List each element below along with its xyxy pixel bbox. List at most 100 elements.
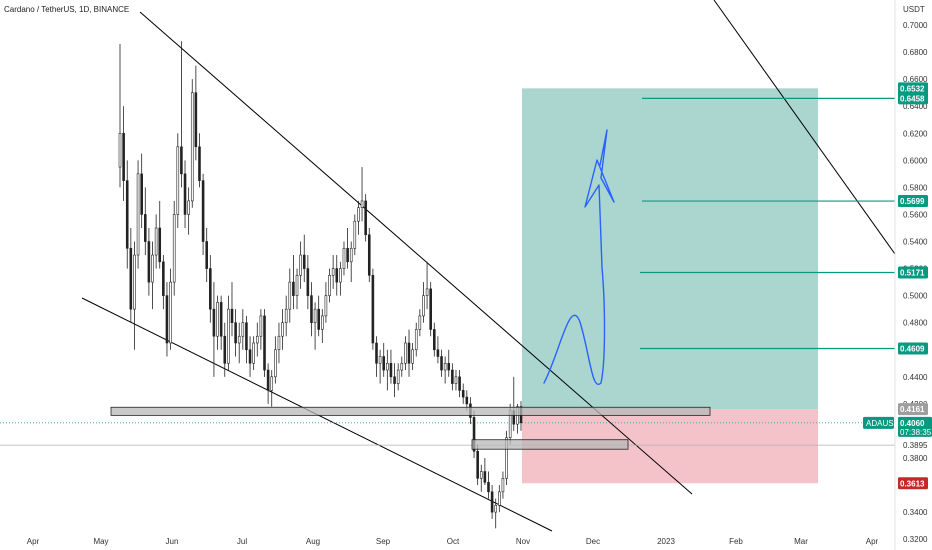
candle-body: [483, 471, 487, 483]
profit-target-zone[interactable]: [522, 88, 818, 410]
candle-body: [154, 227, 158, 256]
price-badge-text: 0.6532: [900, 84, 925, 93]
symbol-badge[interactable]: ADAUSDT: [863, 416, 904, 429]
candle-body: [414, 329, 418, 351]
candle-body: [389, 362, 393, 378]
candle: [367, 227, 371, 283]
candle: [154, 214, 158, 269]
candle-body: [172, 214, 176, 283]
candle: [349, 241, 353, 283]
right-trendline[interactable]: [713, 0, 896, 255]
candle-body: [274, 349, 277, 378]
candle: [487, 471, 490, 499]
candle-body: [418, 315, 422, 330]
candle-body: [386, 362, 389, 371]
candle: [205, 227, 208, 283]
candle-body: [353, 220, 357, 249]
candle: [386, 349, 389, 391]
candle-body: [317, 308, 320, 330]
candle-body: [201, 180, 205, 242]
price-tick: 0.6800: [903, 48, 928, 57]
candle-body: [360, 200, 364, 208]
candle-body: [252, 342, 255, 364]
time-tick: Apr: [27, 537, 40, 546]
candle-body: [472, 417, 476, 452]
price-tick: 0.3800: [903, 454, 928, 463]
candle-body: [165, 295, 169, 344]
candle-body: [183, 173, 187, 215]
candle-body: [125, 180, 129, 249]
candle: [472, 410, 476, 458]
candle-body: [266, 369, 270, 391]
price-badge-bg: [897, 439, 930, 452]
candle: [190, 79, 194, 208]
candle: [248, 336, 252, 377]
candle: [281, 309, 284, 350]
candle-body: [335, 268, 339, 283]
candle: [353, 214, 357, 256]
symbol-badge-bg: [863, 416, 894, 429]
candle-body: [259, 315, 263, 337]
candle-body: [190, 92, 194, 202]
time-tick: 2023: [657, 537, 675, 546]
candle: [245, 315, 248, 364]
candle: [151, 241, 154, 310]
candle: [451, 363, 454, 391]
candle-body: [364, 200, 367, 236]
candle-body: [129, 247, 133, 310]
candle: [425, 261, 429, 310]
candle-body: [158, 227, 162, 263]
time-tick: May: [93, 537, 108, 546]
candle-body: [454, 376, 458, 384]
price-tick: 0.5800: [903, 183, 928, 192]
candle-body: [227, 308, 230, 364]
price-badge-plain: 0.3895: [897, 439, 930, 452]
candle-body: [194, 92, 198, 148]
candle-body: [237, 335, 241, 344]
price-badge-bg: [898, 403, 928, 416]
time-tick: Aug: [306, 537, 320, 546]
candle: [198, 133, 201, 188]
candle-body: [422, 295, 425, 317]
time-tick: Apr: [866, 537, 879, 546]
candle: [378, 349, 382, 384]
candle: [331, 255, 335, 289]
price-badge-bg: [898, 266, 928, 279]
horizontal-lines: [0, 97, 895, 446]
price-tick: 0.4400: [903, 373, 928, 382]
candle: [194, 65, 198, 161]
price-tick: 0.5000: [903, 292, 928, 301]
candle-body: [245, 322, 248, 351]
price-badge-text: 0.5699: [900, 197, 925, 206]
chart-title: Cardano / TetherUS, 1D, BINANCE: [4, 5, 129, 14]
candle-body: [407, 342, 411, 364]
candle: [422, 282, 425, 323]
candle-body: [198, 146, 201, 181]
candle-body: [346, 247, 349, 263]
support-zone-upper[interactable]: [110, 406, 711, 416]
candle-body: [440, 356, 443, 371]
candle-body: [219, 302, 223, 337]
candle: [429, 282, 432, 337]
candle: [209, 255, 212, 323]
candle-body: [371, 275, 375, 344]
candle-body: [443, 362, 447, 371]
price-badge-entry: 0.4161: [898, 403, 928, 416]
projected-path-sketch[interactable]: [543, 129, 615, 386]
current-price-value: 0.4060: [900, 419, 925, 428]
support-zone-lower[interactable]: [471, 439, 629, 450]
candle: [328, 268, 331, 303]
candle: [223, 322, 227, 377]
candle-body: [284, 308, 288, 323]
candle: [295, 268, 299, 310]
price-badge-bg: [898, 342, 928, 355]
candle-body: [234, 322, 237, 344]
candle-body: [461, 390, 465, 398]
candle: [440, 349, 443, 377]
candle: [129, 227, 133, 323]
candle: [346, 227, 349, 269]
countdown-timer: 07:38:35: [900, 428, 932, 437]
candle: [136, 160, 140, 269]
candle: [263, 309, 266, 377]
